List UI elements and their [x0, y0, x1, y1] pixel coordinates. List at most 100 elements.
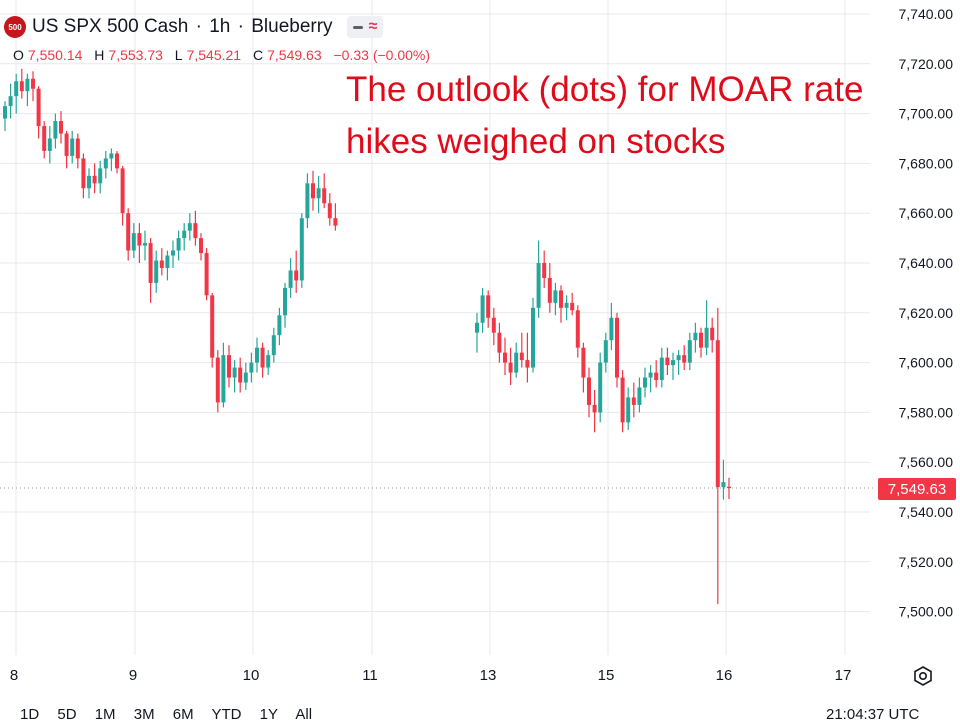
candle — [47, 126, 52, 164]
candle-body — [721, 482, 726, 488]
candle — [288, 258, 293, 298]
candle — [171, 240, 175, 268]
candle-body — [204, 253, 209, 296]
candle — [204, 248, 209, 301]
x-tick-label: 11 — [362, 667, 378, 684]
candle — [70, 131, 75, 164]
candle-body — [36, 88, 41, 127]
candle-body — [283, 287, 287, 316]
x-tick-label: 15 — [598, 667, 615, 684]
candle-body — [59, 121, 63, 134]
settings-icon[interactable] — [912, 665, 934, 687]
candle-body — [676, 355, 681, 361]
candle-body — [648, 372, 653, 378]
range-button-ytd[interactable]: YTD — [211, 706, 242, 723]
candle-body — [609, 317, 614, 341]
ohlc-readout: O 7,550.14 H 7,553.73 L 7,545.21 C 7,549.63 … — [13, 47, 434, 63]
candle-body — [643, 377, 647, 388]
range-button-3m[interactable]: 3M — [133, 706, 155, 723]
candle — [525, 332, 530, 383]
candle — [53, 113, 58, 149]
x-tick-label: 13 — [480, 667, 497, 684]
low-label: L — [174, 47, 183, 63]
candle — [480, 287, 485, 333]
candle-body — [519, 352, 524, 361]
candle-body — [3, 106, 7, 119]
range-button-5d[interactable]: 5D — [57, 706, 77, 723]
utc-clock: 21:04:37 UTC — [826, 706, 920, 723]
candle — [81, 153, 86, 199]
x-tick-label: 16 — [716, 667, 733, 684]
candle — [148, 238, 153, 303]
symbol-title[interactable]: US SPX 500 Cash · 1h · Blueberry — [32, 16, 333, 38]
candle — [615, 312, 619, 388]
series-toggle[interactable]: ≈ — [346, 16, 384, 38]
candle — [547, 263, 552, 313]
candle — [31, 71, 35, 102]
candle-body — [148, 243, 153, 283]
candle-body — [243, 372, 248, 383]
candle-body — [322, 188, 327, 204]
range-button-1d[interactable]: 1D — [20, 706, 40, 723]
candle-body — [491, 317, 496, 333]
candle-body — [570, 302, 575, 311]
source-label: Blueberry — [251, 16, 333, 37]
candle — [603, 332, 608, 373]
candle — [227, 345, 231, 388]
candle — [283, 282, 287, 328]
candle-body — [64, 133, 69, 156]
candle-body — [553, 290, 558, 303]
x-axis: 8 9 10 11 13 15 16 17 — [10, 667, 852, 684]
candle-body — [503, 352, 507, 363]
candle — [14, 73, 19, 114]
candle — [626, 387, 631, 430]
candle — [120, 165, 125, 226]
candle-body — [564, 302, 569, 308]
candle-body — [603, 340, 608, 363]
candle — [25, 73, 30, 107]
x-tick-label: 9 — [129, 667, 137, 684]
candle-body — [42, 126, 47, 151]
candle-body — [75, 138, 80, 159]
candle-body — [615, 317, 619, 378]
candle — [126, 208, 131, 261]
candle — [553, 282, 558, 316]
candle — [165, 250, 170, 281]
candle — [659, 347, 664, 388]
open-label: O — [13, 47, 24, 63]
candle — [581, 342, 586, 393]
candle — [137, 223, 142, 263]
candle-body — [671, 360, 675, 366]
candle-body — [299, 218, 304, 281]
candle-body — [525, 360, 530, 368]
open-value: 7,550.14 — [27, 47, 83, 63]
candle-body — [249, 362, 254, 373]
candle-body — [682, 355, 687, 363]
candle — [497, 322, 502, 363]
candle — [531, 297, 535, 373]
close-value: 7,549.63 — [267, 47, 322, 63]
range-button-all[interactable]: All — [295, 706, 313, 723]
candle-body — [536, 263, 541, 308]
candlestick-series — [3, 68, 731, 605]
candle-body — [271, 335, 276, 356]
candle — [75, 133, 80, 169]
candle — [727, 477, 731, 500]
candle — [637, 377, 642, 413]
candle — [327, 193, 332, 226]
y-tick-label: 7,600.00 — [899, 355, 954, 371]
candle-body — [109, 153, 114, 159]
y-tick-label: 7,660.00 — [899, 205, 954, 221]
last-price-label: 7,549.63 — [878, 478, 956, 500]
range-button-1y[interactable]: 1Y — [259, 706, 279, 723]
candle-body — [631, 397, 636, 405]
candle-body — [31, 78, 35, 89]
range-button-1m[interactable]: 1M — [94, 706, 116, 723]
candle-body — [288, 270, 293, 288]
y-tick-label: 7,540.00 — [899, 504, 954, 520]
candle — [159, 248, 164, 276]
range-button-6m[interactable]: 6M — [172, 706, 194, 723]
candle — [187, 213, 192, 241]
candle-body — [277, 315, 282, 336]
